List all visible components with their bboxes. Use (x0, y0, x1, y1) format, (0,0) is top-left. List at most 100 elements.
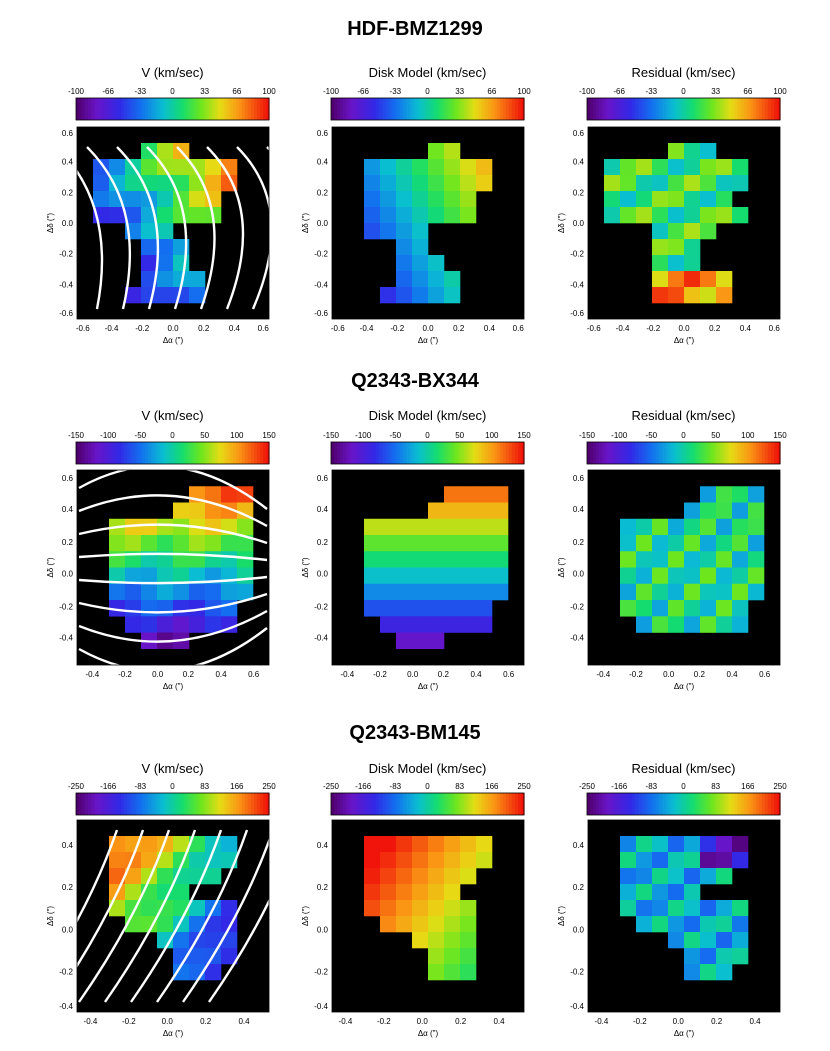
colorbar-segment (334, 793, 338, 815)
colorbar-segment (686, 98, 691, 120)
colorbar-segment (439, 98, 444, 120)
map-pixel (396, 916, 413, 933)
colorbar-segment (502, 793, 507, 815)
colorbar-segment (148, 442, 152, 464)
map-pixel (716, 852, 733, 869)
map-pixel (396, 900, 413, 917)
colorbar-segment (343, 793, 347, 815)
map-pixel (620, 836, 637, 853)
map-frame (331, 469, 525, 666)
map-pixel (716, 518, 733, 536)
map-pixel (428, 600, 445, 617)
map-pixel (684, 287, 701, 304)
colorbar-segment (466, 793, 471, 815)
map-pixel (476, 518, 493, 536)
y-tick-label: 0.0 (62, 569, 74, 578)
colorbar-segment (235, 793, 240, 815)
colorbar-segment (454, 98, 459, 120)
map-pixel (444, 271, 461, 288)
colorbar-segment (445, 442, 450, 464)
colorbar-segment (587, 98, 591, 120)
map-pixel (476, 486, 493, 503)
map-pixel (205, 486, 222, 503)
colorbar-segment (352, 442, 356, 464)
colorbar-segment (653, 98, 657, 120)
map-pixel (205, 159, 222, 176)
colorbar-tick-label: 100 (230, 431, 244, 440)
map-pixel (157, 535, 174, 552)
x-axis-label: Δα (") (674, 1029, 695, 1038)
y-tick-label: -0.4 (314, 280, 328, 289)
map-pixel (237, 518, 254, 536)
colorbar-segment (220, 98, 225, 120)
y-tick-label: 0.2 (317, 883, 329, 892)
colorbar-tick-label: -33 (390, 87, 402, 96)
map-pixel (412, 535, 429, 552)
x-tick-label: 0.6 (769, 324, 781, 333)
colorbar-tick-label: 150 (262, 431, 276, 440)
colorbar-tick-label: 0 (170, 431, 175, 440)
colorbar-segment (136, 442, 140, 464)
map-pixel (237, 567, 254, 585)
colorbar-tick-label: -166 (100, 782, 117, 791)
colorbar-segment (397, 98, 401, 120)
colorbar-segment (695, 793, 700, 815)
y-tick-label: 0.0 (317, 219, 329, 228)
colorbar-segment (713, 98, 718, 120)
colorbar-segment (692, 442, 697, 464)
map-pixel (157, 223, 174, 240)
colorbar-segment (229, 98, 234, 120)
map-pixel (668, 900, 685, 917)
map-pixel (700, 175, 717, 192)
colorbar-segment (617, 793, 621, 815)
y-tick-label: 0.2 (317, 188, 329, 197)
colorbar-segment (202, 793, 207, 815)
map-pixel (684, 583, 701, 601)
x-axis-label: Δα (") (418, 1029, 439, 1038)
map-pixel (173, 271, 190, 288)
colorbar-segment (611, 793, 615, 815)
map-pixel (141, 900, 158, 917)
map-pixel (396, 852, 413, 869)
colorbar-tick-label: 0 (681, 782, 686, 791)
colorbar-segment (620, 442, 624, 464)
map-pixel (189, 600, 206, 617)
colorbar-segment (758, 793, 763, 815)
colorbar-tick-label: -33 (646, 87, 658, 96)
map-pixel (412, 239, 429, 256)
map-pixel (700, 502, 717, 520)
colorbar-segment (172, 98, 177, 120)
colorbar-segment (361, 98, 365, 120)
colorbar-segment (713, 442, 718, 464)
map-pixel (716, 535, 733, 552)
map-pixel (684, 535, 701, 552)
colorbar-segment (737, 442, 742, 464)
colorbar-segment (472, 98, 477, 120)
map-pixel (652, 916, 669, 933)
colorbar-segment (743, 793, 748, 815)
colorbar-segment (406, 442, 411, 464)
colorbar-tick-label: -33 (135, 87, 147, 96)
contour-line (146, 146, 188, 310)
colorbar-segment (148, 98, 152, 120)
colorbar-segment (121, 793, 125, 815)
map-pixel (396, 223, 413, 240)
map-pixel (412, 223, 429, 240)
map-pixel (428, 868, 445, 885)
map-pixel (141, 239, 158, 256)
map-pixel (652, 868, 669, 885)
y-tick-label: 0.2 (317, 538, 329, 547)
map-pixel (476, 583, 493, 601)
contour-line (116, 146, 160, 310)
colorbar-segment (103, 793, 107, 815)
colorbar-segment (493, 793, 498, 815)
map-pixel (444, 287, 461, 304)
colorbar-segment (79, 793, 83, 815)
map-pixel (428, 852, 445, 869)
colorbar-segment (400, 442, 404, 464)
map-pixel (732, 900, 749, 917)
colorbar-segment (641, 442, 645, 464)
map-pixel (476, 535, 493, 552)
contour-line (208, 898, 269, 1003)
map-pixel (396, 600, 413, 617)
